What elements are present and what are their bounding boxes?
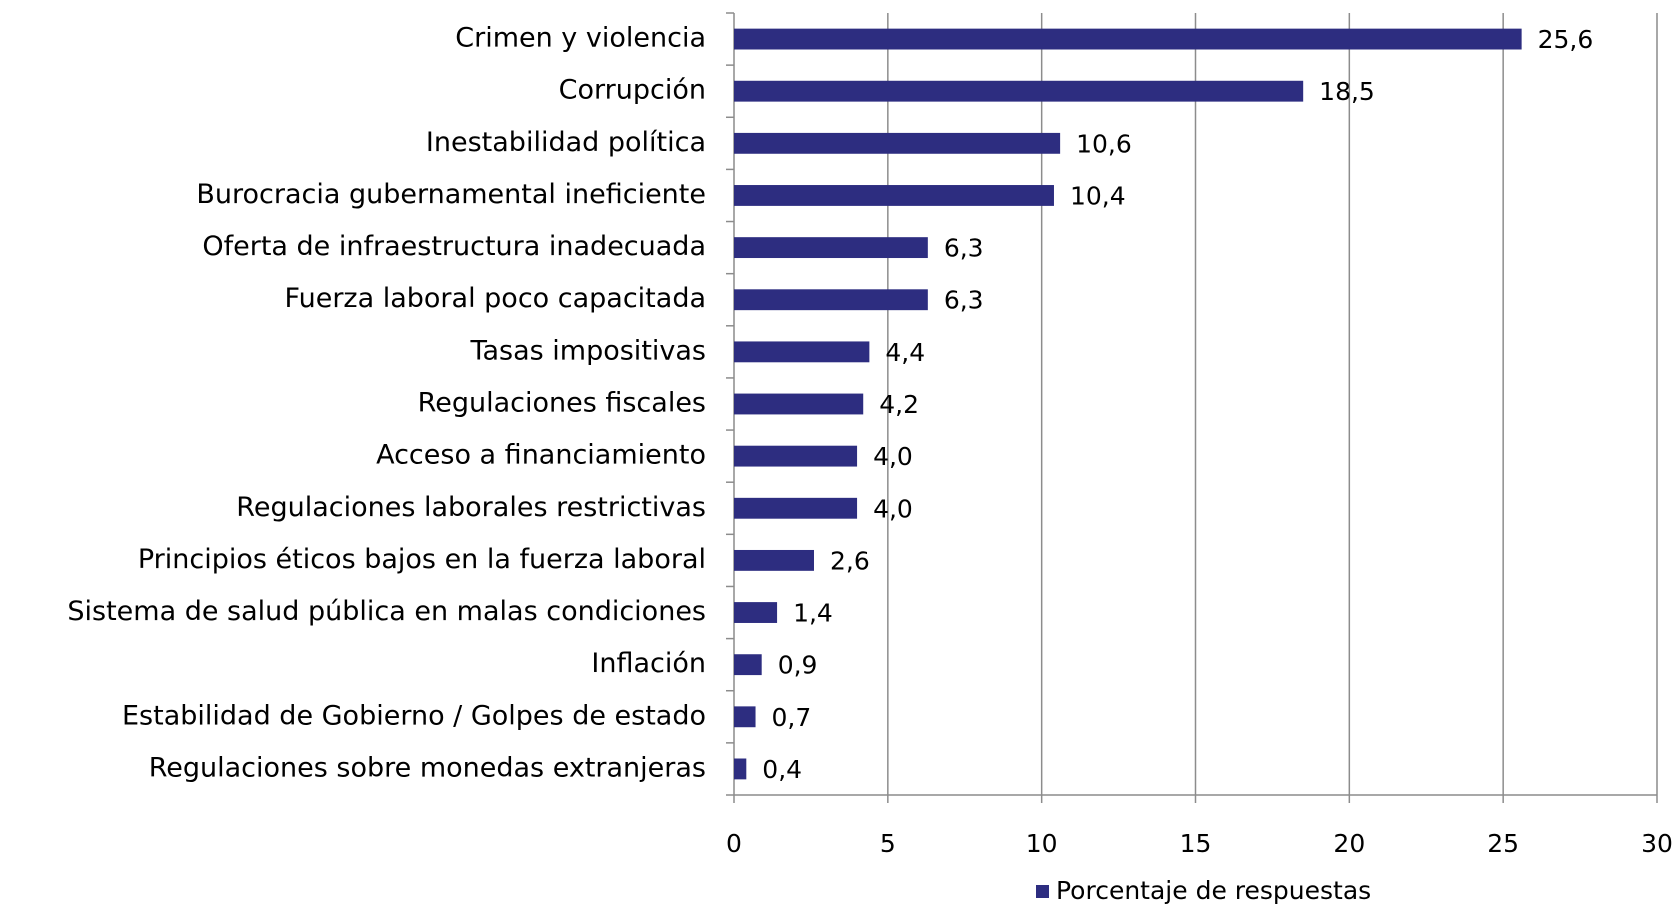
category-label: Sistema de salud pública en malas condic…	[67, 596, 706, 627]
value-label: 25,6	[1538, 25, 1594, 54]
value-label: 6,3	[944, 286, 984, 315]
bar	[734, 393, 864, 415]
value-label: 18,5	[1319, 77, 1375, 106]
bar	[734, 549, 814, 571]
bar	[734, 758, 747, 780]
bar	[734, 80, 1304, 102]
legend-swatch	[1036, 885, 1049, 898]
value-label: 4,2	[879, 390, 919, 419]
bar	[734, 445, 858, 467]
x-tick-label: 15	[1180, 829, 1212, 858]
legend-label: Porcentaje de respuestas	[1056, 876, 1371, 905]
category-label: Acceso a financiamiento	[376, 440, 706, 471]
bar	[734, 654, 762, 676]
category-label: Regulaciones fiscales	[418, 388, 706, 419]
bar	[734, 341, 870, 363]
x-tick-label: 10	[1026, 829, 1058, 858]
bar	[734, 185, 1054, 206]
x-tick-label: 5	[880, 829, 896, 858]
x-tick-label: 25	[1487, 829, 1519, 858]
value-label: 10,4	[1070, 181, 1126, 210]
category-label: Corrupción	[559, 75, 706, 106]
category-label: Oferta de infraestructura inadecuada	[202, 231, 706, 262]
value-label: 1,4	[793, 599, 833, 628]
category-label: Burocracia gubernamental ineficiente	[196, 179, 706, 210]
category-label: Inflación	[591, 648, 706, 679]
bar	[734, 237, 928, 259]
value-label: 4,4	[885, 338, 925, 367]
value-label: 4,0	[873, 442, 913, 471]
bar	[734, 602, 778, 623]
value-label: 4,0	[873, 494, 913, 523]
value-label: 6,3	[944, 234, 984, 263]
category-label: Estabilidad de Gobierno / Golpes de esta…	[122, 700, 706, 731]
bar	[734, 289, 928, 311]
category-label: Crimen y violencia	[455, 23, 706, 54]
category-label: Tasas impositivas	[469, 335, 706, 366]
category-label: Fuerza laboral poco capacitada	[285, 283, 706, 314]
category-label: Regulaciones laborales restrictivas	[236, 492, 706, 523]
category-label: Regulaciones sobre monedas extranjeras	[149, 752, 706, 783]
value-label: 0,4	[762, 755, 802, 784]
category-label: Principios éticos bajos en la fuerza lab…	[138, 544, 706, 575]
bar	[734, 706, 756, 728]
bar	[734, 132, 1061, 154]
value-label: 0,9	[778, 651, 818, 680]
x-tick-label: 20	[1333, 829, 1365, 858]
value-label: 2,6	[830, 546, 870, 575]
value-label: 0,7	[772, 703, 812, 732]
value-label: 10,6	[1076, 129, 1132, 158]
category-label: Inestabilidad política	[426, 127, 706, 158]
x-tick-label: 0	[726, 829, 742, 858]
bar	[734, 28, 1522, 50]
bar	[734, 497, 858, 519]
x-tick-label: 30	[1641, 829, 1673, 858]
